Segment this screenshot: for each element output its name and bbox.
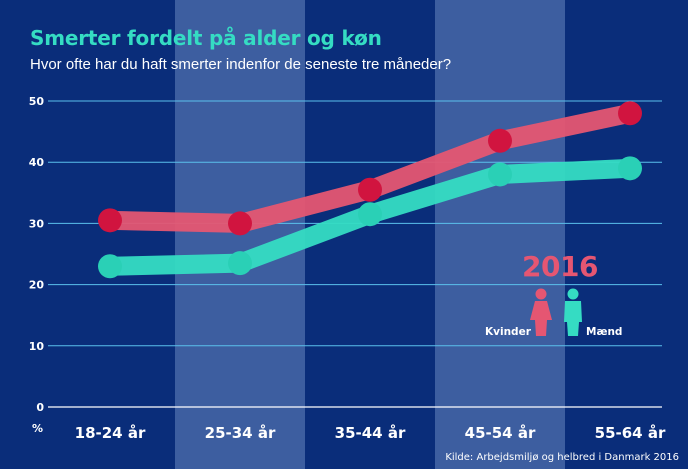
legend-male-label: Mænd — [586, 326, 623, 338]
male-icon — [564, 288, 582, 336]
data-point-maend — [228, 251, 252, 276]
data-point-maend — [618, 156, 642, 181]
data-point-maend — [358, 202, 382, 227]
y-tick-label: 50 — [29, 95, 45, 108]
legend-icons — [530, 288, 582, 336]
x-tick-label: 35-44 år — [335, 424, 406, 442]
y-axis-ticks: 0 10 20 30 40 50% — [29, 95, 45, 435]
series-markers — [98, 101, 642, 279]
data-point-maend — [488, 162, 512, 187]
x-tick-label: 55-64 år — [595, 424, 666, 442]
gridlines — [48, 100, 662, 408]
data-point-kvinder — [618, 101, 642, 126]
data-point-kvinder — [358, 177, 382, 202]
x-tick-label: 25-34 år — [205, 424, 276, 442]
y-axis-unit: % — [32, 422, 43, 435]
y-tick-label: 10 — [29, 340, 45, 353]
alternate-bands — [175, 0, 565, 469]
y-tick-label: 20 — [29, 279, 45, 292]
legend-year: 2016 — [522, 250, 598, 283]
data-point-kvinder — [98, 208, 122, 233]
chart-subtitle: Hvor ofte har du haft smerter indenfor d… — [30, 56, 452, 73]
x-tick-label: 18-24 år — [75, 424, 146, 442]
data-point-kvinder — [488, 128, 512, 153]
x-axis-ticks: 18-24 år 25-34 år 35-44 år 45-54 år 55-64 år — [75, 424, 666, 442]
band-3 — [435, 0, 565, 469]
x-tick-label: 45-54 år — [465, 424, 536, 442]
data-point-maend — [98, 254, 122, 279]
source-note: Kilde: Arbejdsmiljø og helbred i Danmark… — [445, 452, 679, 463]
female-icon — [530, 288, 552, 336]
y-tick-label: 40 — [29, 156, 45, 169]
legend-female-label: Kvinder — [485, 326, 531, 338]
y-tick-label: 0 — [36, 401, 44, 414]
data-point-kvinder — [228, 211, 252, 236]
chart-title: Smerter fordelt på alder og køn — [30, 26, 382, 50]
y-tick-label: 30 — [29, 217, 45, 230]
